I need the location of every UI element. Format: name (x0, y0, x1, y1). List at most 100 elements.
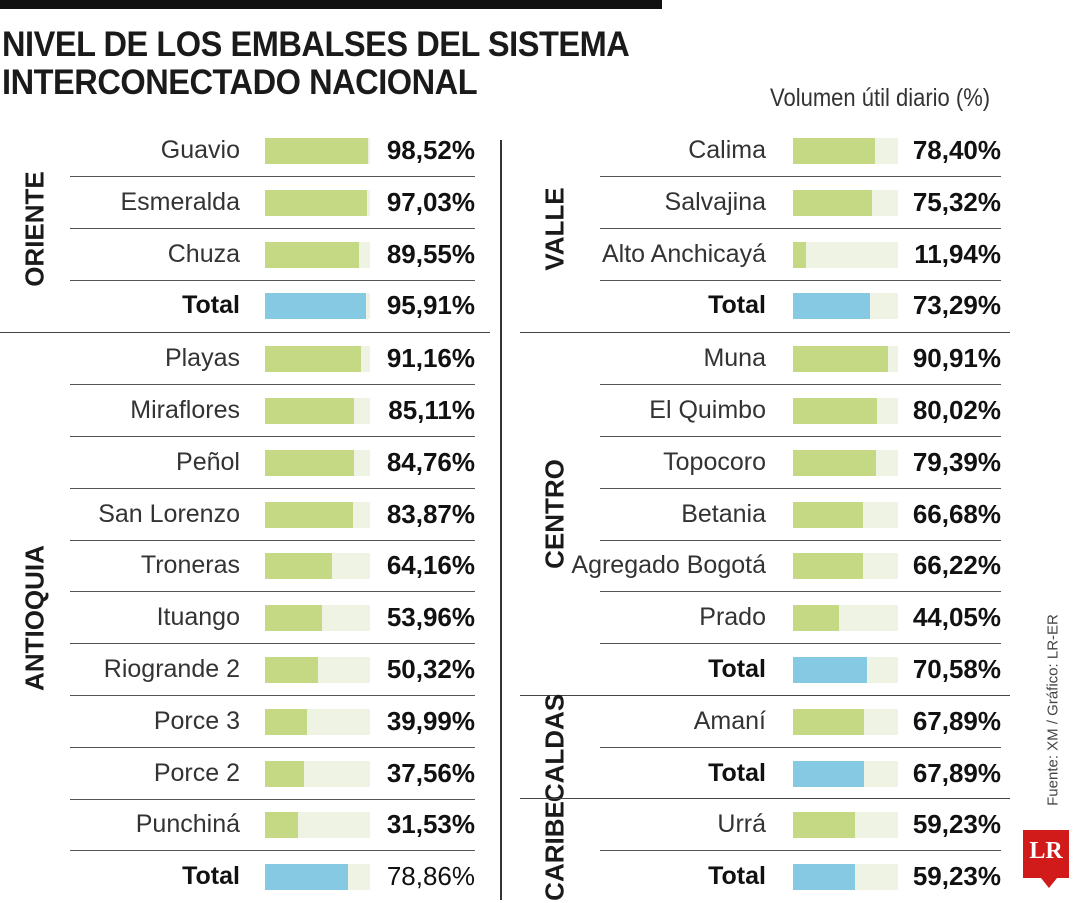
reservoir-name: Chuza (167, 239, 240, 268)
reservoir-name: Agregado Bogotá (571, 551, 766, 580)
bar-track (265, 138, 370, 164)
value-label: 83,87% (386, 498, 475, 529)
title-line-2: INTERCONECTADO NACIONAL (2, 63, 478, 102)
level-bar (793, 605, 840, 632)
value-label: 73,29% (912, 290, 1001, 321)
reservoir-name: Amaní (693, 706, 766, 735)
bar-track (265, 605, 370, 632)
bar-track (793, 449, 898, 476)
row-separator (600, 591, 1001, 593)
bar-track (265, 864, 370, 891)
value-label: 64,16% (386, 550, 475, 581)
reservoir-row: San Lorenzo 83,87% (70, 489, 475, 541)
total-label: Total (708, 654, 766, 683)
total-row: Total 73,29% (590, 280, 1001, 332)
reservoir-row: Muna 90,91% (590, 333, 1001, 386)
unit-label: Volumen útil diario (%) (770, 84, 991, 112)
bar-track (793, 397, 898, 424)
reservoir-row: Guavio 98,52% (70, 125, 475, 177)
reservoir-row: Playas 91,16% (70, 333, 475, 386)
total-bar (265, 864, 348, 891)
value-label: 95,91% (386, 290, 475, 321)
reservoir-row: Riogrande 2 50,32% (70, 644, 475, 696)
row-separator (70, 227, 475, 229)
value-label: 79,39% (912, 446, 1001, 477)
value-label: 97,03% (386, 186, 475, 217)
total-label: Total (708, 758, 766, 787)
row-separator (70, 487, 475, 489)
reservoir-name: Alto Anchicayá (602, 239, 766, 268)
reservoir-row: Prado 44,05% (590, 592, 1001, 645)
bar-track (793, 708, 898, 735)
reservoir-name: Troneras (140, 551, 240, 580)
level-bar (793, 501, 863, 528)
reservoir-row: Peñol 84,76% (70, 437, 475, 489)
bar-track (265, 656, 370, 683)
bar-track (265, 812, 370, 839)
level-bar (265, 605, 322, 632)
value-label: 39,99% (386, 705, 475, 736)
reservoir-name: Porce 2 (153, 758, 240, 787)
region-group-oriente: ORIENTE Guavio 98,52% Esmeralda 97,03% Chuza 8… (0, 125, 490, 332)
reservoir-row: Porce 2 37,56% (70, 748, 475, 800)
reservoir-row: Ituango 53,96% (70, 592, 475, 645)
region-group-antioquia: ANTIOQUIA Playas 91,16% Miraflores 85,11% Peñ… (0, 332, 490, 903)
title-line-1: NIVEL DE LOS EMBALSES DEL SISTEMA (2, 25, 630, 64)
region-label-box: CENTRO (520, 333, 590, 696)
reservoir-name: Prado (699, 603, 766, 632)
value-label: 78,86% (386, 861, 475, 892)
reservoir-name: Porce 3 (153, 706, 240, 735)
bar-track (793, 760, 898, 787)
row-separator (70, 850, 475, 852)
reservoir-row: Troneras 64,16% (70, 540, 475, 593)
bar-track (265, 241, 370, 268)
row-separator (600, 850, 1001, 852)
row-separator (70, 176, 475, 177)
bar-track (793, 189, 898, 216)
value-label: 70,58% (912, 653, 1001, 684)
level-bar (793, 449, 877, 476)
level-bar (793, 189, 873, 216)
reservoir-name: Muna (703, 344, 766, 373)
bar-track (793, 605, 898, 632)
level-bar (265, 138, 369, 164)
reservoir-name: El Quimbo (649, 395, 766, 424)
total-bar (793, 864, 856, 891)
total-bar (265, 293, 366, 320)
value-label: 89,55% (386, 238, 475, 269)
row-separator (70, 643, 475, 645)
reservoir-row: El Quimbo 80,02% (590, 385, 1001, 437)
value-label: 44,05% (912, 602, 1001, 633)
bar-track (793, 346, 898, 373)
bar-track (265, 293, 370, 320)
logo-text: LR (1029, 838, 1063, 864)
lr-logo: LR (1023, 830, 1069, 888)
level-bar (265, 656, 318, 683)
region-label: VALLE (539, 186, 570, 271)
region-label-box: CALDAS (520, 693, 590, 801)
bar-track (793, 553, 898, 580)
region-label: CENTRO (539, 459, 570, 570)
value-label: 53,96% (386, 602, 475, 633)
bar-track (265, 708, 370, 735)
row-separator (70, 279, 475, 281)
reservoir-row: Agregado Bogotá 66,22% (571, 540, 1001, 593)
level-bar (265, 501, 354, 528)
value-label: 66,68% (912, 498, 1001, 529)
total-row: Total 95,91% (70, 280, 475, 332)
bar-track (793, 241, 898, 268)
region-label: ORIENTE (19, 170, 50, 287)
level-bar (265, 189, 367, 216)
row-separator (600, 279, 1001, 281)
level-bar (265, 346, 361, 373)
value-label: 78,40% (912, 135, 1001, 165)
level-bar (265, 449, 354, 476)
reservoir-name: Betania (681, 499, 766, 528)
bar-track (265, 449, 370, 476)
value-label: 67,89% (912, 757, 1001, 788)
reservoir-row: Urrá 59,23% (590, 799, 1001, 852)
bar-track (265, 760, 370, 787)
bar-track (793, 138, 898, 164)
bar-track (793, 812, 898, 839)
level-bar (265, 241, 360, 268)
